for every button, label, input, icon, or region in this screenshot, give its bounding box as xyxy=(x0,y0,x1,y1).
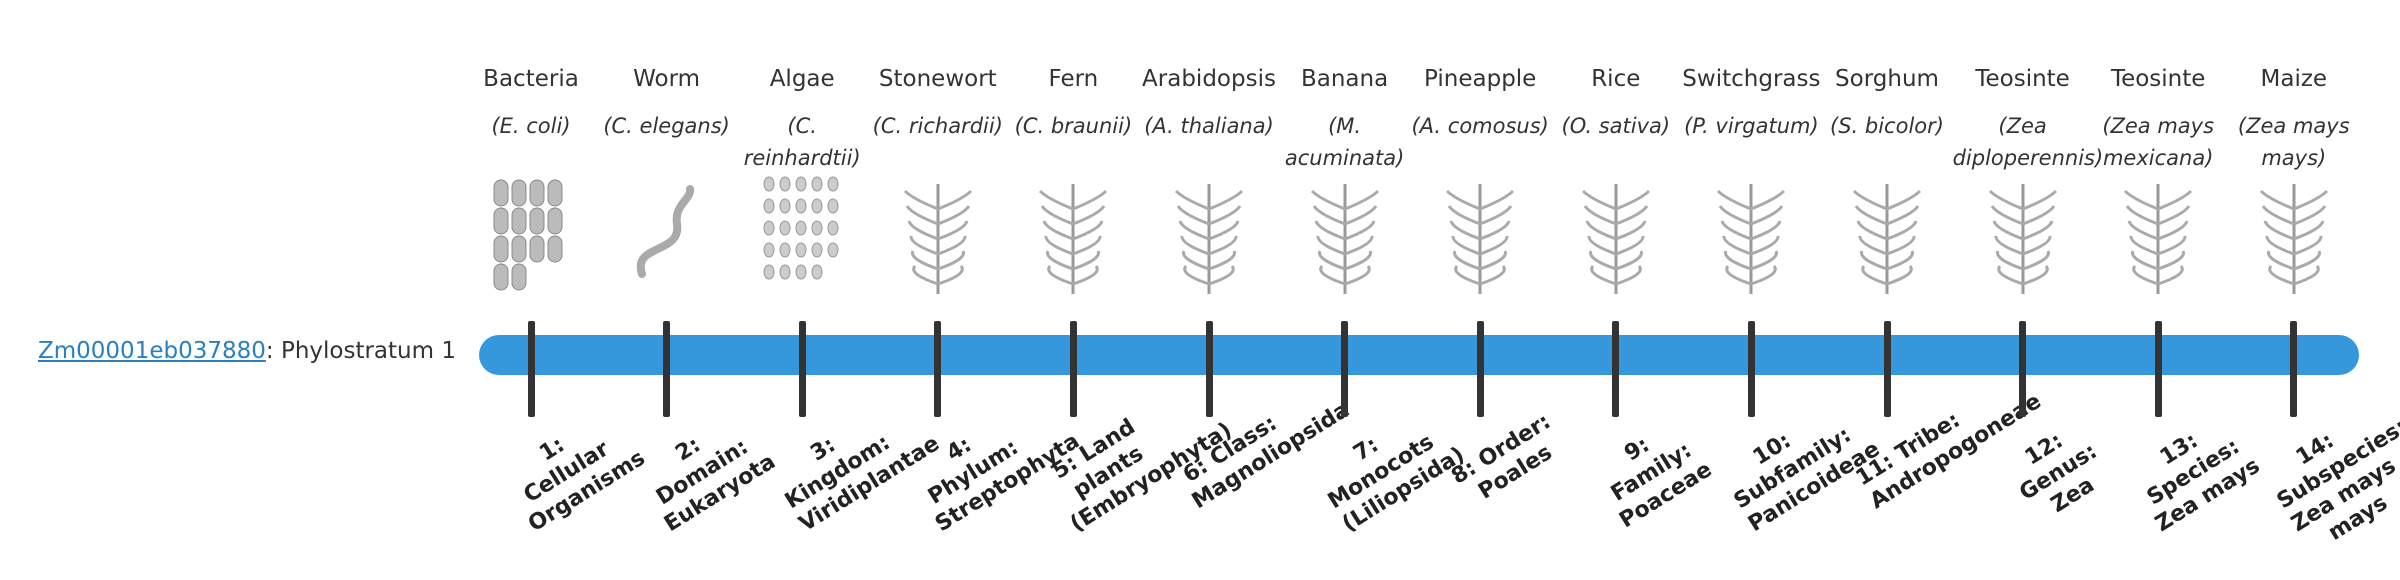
scientific-name: (M. acuminata) xyxy=(1284,114,1405,170)
organism-illustration xyxy=(1581,184,1650,294)
organism-illustration xyxy=(1988,184,2057,294)
scientific-name: (A. thaliana) xyxy=(1144,114,1274,138)
organism-illustration xyxy=(1174,184,1244,294)
organism-illustration xyxy=(1039,184,1108,294)
stratum-label: 14: Subspecies: Zea mays mays xyxy=(2272,414,2400,546)
stratum-tick xyxy=(1341,321,1349,417)
scientific-name: (Zea diploperennis) xyxy=(1952,114,2104,170)
scientific-name: (S. bicolor) xyxy=(1830,114,1944,138)
organism-name: Maize xyxy=(2260,66,2328,92)
stratum-label: 10: Subfamily: Panicoideae xyxy=(1730,422,1885,538)
scientific-name: (C. elegans) xyxy=(603,114,730,138)
timeline-bar xyxy=(479,335,2359,375)
stratum-label: 9: Family: Poaceae xyxy=(1606,432,1717,534)
scientific-name: (P. virgatum) xyxy=(1684,114,1819,138)
stratum-label: 11: Tribe: Andropogoneae xyxy=(1851,388,2046,515)
scientific-name: (C. reinhardtii) xyxy=(743,114,861,170)
organism-name: Algae xyxy=(769,66,835,92)
stratum-tick xyxy=(527,321,535,417)
organism-illustration xyxy=(1717,184,1786,294)
stratum-label: 1: Cellular Organisms xyxy=(519,432,650,538)
scientific-name: (Zea mays mexicana) xyxy=(2102,114,2215,170)
stratum-label: 13: Species: Zea mays xyxy=(2142,428,2265,538)
organism-name: Teosinte xyxy=(2110,66,2206,92)
organism-name: Stonewort xyxy=(878,66,997,92)
organism-name: Switchgrass xyxy=(1682,66,1821,92)
stratum-tick xyxy=(1883,321,1891,417)
organism-illustration xyxy=(1310,184,1379,294)
organism-illustration xyxy=(1446,184,1515,294)
stratum-tick xyxy=(1205,321,1213,417)
stratum-label: 4: Phylum: Streptophyta xyxy=(923,428,1084,538)
organism-name: Worm xyxy=(633,66,701,92)
gene-label: Zm00001eb037880: Phylostratum 1 xyxy=(38,338,456,364)
scientific-name: (E. coli) xyxy=(491,114,571,138)
stratum-tick xyxy=(1612,321,1620,417)
scientific-name: (Zea mays mays) xyxy=(2237,114,2350,170)
scientific-name: (O. sativa) xyxy=(1561,114,1671,138)
organism-illustration xyxy=(2259,184,2328,294)
stratum-tick xyxy=(798,321,806,417)
stratum-tick xyxy=(663,321,671,417)
scientific-name: (C. richardii) xyxy=(872,114,1003,138)
scientific-name: (C. braunii) xyxy=(1014,114,1133,138)
organism-illustration xyxy=(1852,184,1922,294)
stratum-label: 8: Order: Poales xyxy=(1447,409,1557,505)
stratum-tick xyxy=(2019,321,2027,417)
organism-illustration xyxy=(763,176,839,280)
phylostratum-label: : Phylostratum 1 xyxy=(265,338,456,364)
stratum-label: 3: Kingdom: Viridiplantae xyxy=(780,430,945,538)
stratum-tick xyxy=(1747,321,1755,417)
gene-link[interactable]: Zm00001eb037880 xyxy=(38,338,266,364)
stratum-label: 5: Land plants (Embryophyta) xyxy=(1048,414,1237,538)
organism-illustration xyxy=(903,184,972,294)
organism-illustration xyxy=(493,179,563,291)
stratum-tick xyxy=(934,321,942,417)
stratum-label: 6: Class: Magnoliopsida xyxy=(1178,397,1355,515)
organism-name: Arabidopsis xyxy=(1142,66,1276,92)
organism-name: Bacteria xyxy=(483,66,579,92)
organism-name: Sorghum xyxy=(1835,66,1939,92)
organism-illustration xyxy=(2124,184,2193,294)
stratum-tick xyxy=(2290,321,2298,417)
stratum-tick xyxy=(1069,321,1077,417)
stratum-tick xyxy=(1476,321,1484,417)
organism-name: Banana xyxy=(1300,66,1389,92)
organism-name: Teosinte xyxy=(1975,66,2070,92)
organism-name: Rice xyxy=(1591,66,1641,92)
organism-name: Pineapple xyxy=(1424,66,1537,92)
organism-illustration xyxy=(636,185,694,278)
stratum-label: 2: Domain: Eukaryota xyxy=(651,432,780,538)
scientific-name: (A. comosus) xyxy=(1411,114,1549,138)
stratum-tick xyxy=(2154,321,2162,417)
organism-name: Fern xyxy=(1048,66,1099,92)
